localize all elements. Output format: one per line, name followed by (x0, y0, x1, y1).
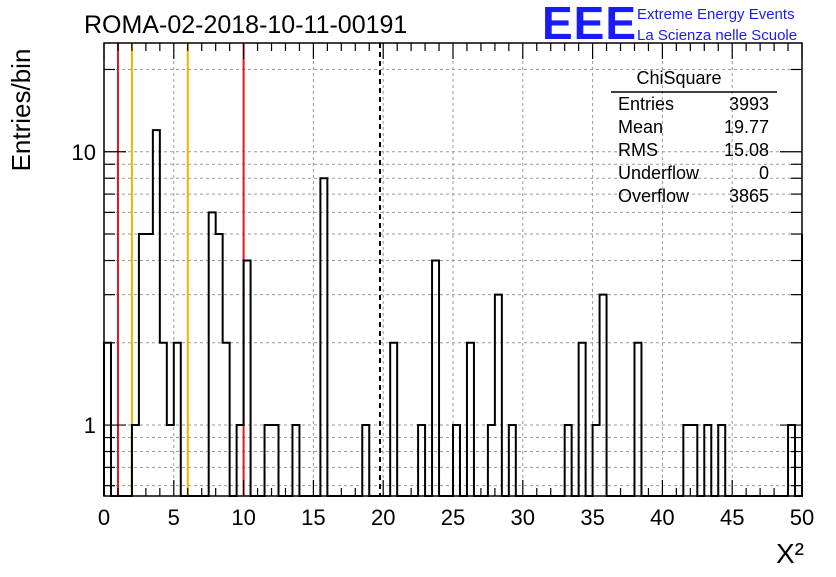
histogram-bin (223, 343, 230, 496)
stats-value: 19.77 (724, 117, 769, 137)
histogram-bin (579, 343, 586, 496)
stats-value: 0 (759, 163, 769, 183)
histogram-bin (146, 234, 153, 496)
x-axis-label: X² (776, 538, 804, 569)
histogram-bin (390, 343, 397, 496)
stats-label: Mean (618, 117, 663, 137)
stats-value: 15.08 (724, 140, 769, 160)
org-name-line1: Extreme Energy Events (637, 6, 795, 23)
stats-value: 3993 (729, 94, 769, 114)
histogram-bin (209, 212, 216, 496)
eee-logo-text: EEE (542, 0, 637, 49)
stats-value: 3865 (729, 186, 769, 206)
stats-title: ChiSquare (636, 68, 721, 88)
x-tick-label: 25 (441, 505, 465, 530)
x-tick-label: 0 (98, 505, 110, 530)
histogram-bin (104, 343, 111, 496)
stats-label: Entries (618, 94, 674, 114)
histogram-bin (600, 295, 607, 496)
y-axis: 1 10 (72, 68, 802, 487)
threshold-markers (116, 43, 381, 496)
x-tick-label: 45 (720, 505, 744, 530)
stats-rows: Entries 3993 Mean 19.77 RMS 15.08 Underflow 0 Ov… (618, 94, 769, 206)
stats-label: Underflow (618, 163, 700, 183)
histogram-bin (244, 261, 251, 496)
x-tick-label: 50 (790, 505, 814, 530)
histogram-bin (153, 130, 160, 496)
histogram-bin (495, 295, 502, 496)
y-axis-label: Entries/bin (6, 49, 36, 172)
histogram-bin (634, 343, 641, 496)
histogram-bin (432, 261, 439, 496)
eee-logo: EEE Extreme Energy Events La Scienza nel… (542, 0, 797, 49)
histogram-bin (216, 234, 223, 496)
x-tick-label: 5 (168, 505, 180, 530)
histogram-bin (174, 343, 181, 496)
x-tick-label: 20 (371, 505, 395, 530)
stats-box: ChiSquare Entries 3993 Mean 19.77 RMS 15.08 Un… (611, 68, 777, 206)
x-axis: 0 5 10 15 20 25 30 35 40 45 50 (98, 43, 814, 530)
stats-label: Overflow (618, 186, 690, 206)
x-tick-label: 10 (231, 505, 255, 530)
run-title: ROMA-02-2018-10-11-00191 (84, 11, 407, 39)
histogram-bin (467, 343, 474, 496)
histogram-bin (139, 234, 146, 496)
y-tick-label: 10 (72, 140, 96, 165)
x-tick-label: 30 (511, 505, 535, 530)
histogram-bin (160, 343, 167, 496)
x-tick-label: 15 (301, 505, 325, 530)
x-tick-label: 35 (580, 505, 604, 530)
x-tick-label: 40 (650, 505, 674, 530)
org-name-line2: La Scienza nelle Scuole (637, 27, 797, 44)
histogram-bin (320, 178, 327, 496)
y-tick-label: 1 (84, 413, 96, 438)
stats-label: RMS (618, 140, 658, 160)
